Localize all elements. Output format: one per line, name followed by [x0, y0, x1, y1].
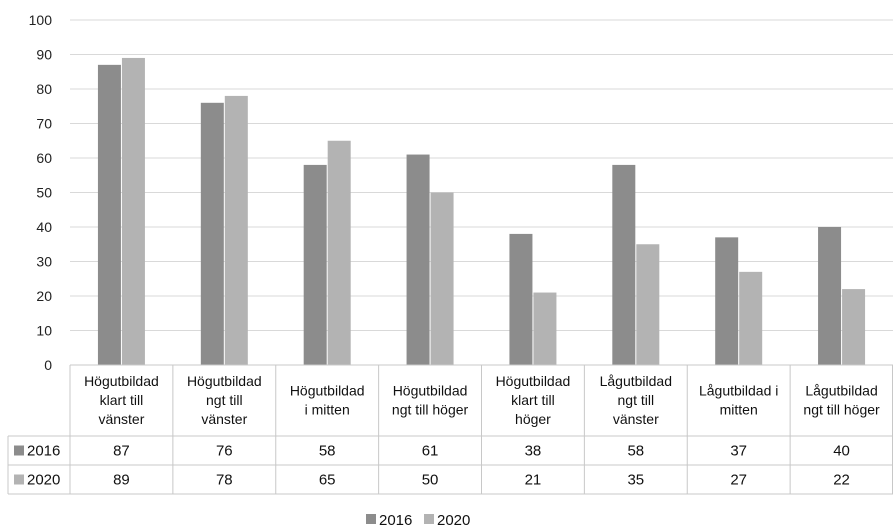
category-label: ngt till	[206, 392, 243, 408]
bar-2020	[636, 244, 660, 365]
bar-2020	[739, 271, 763, 365]
legend-swatch	[424, 514, 434, 524]
category-label: Högutbildad	[496, 373, 571, 389]
category-label: Högutbildad	[393, 383, 468, 399]
y-tick-label: 80	[36, 81, 52, 97]
category-label: vänster	[98, 411, 144, 427]
table-value: 27	[730, 472, 747, 489]
table-value: 58	[627, 443, 644, 460]
bar-2016	[509, 233, 533, 365]
category-label: i mitten	[305, 402, 350, 418]
y-tick-label: 70	[36, 116, 52, 132]
table-value: 78	[216, 472, 233, 489]
y-tick-label: 60	[36, 150, 52, 166]
bar-2016	[200, 102, 224, 366]
bar-2016	[715, 237, 739, 365]
bar-2020	[327, 140, 351, 365]
y-tick-label: 90	[36, 47, 52, 63]
bar-2016	[818, 227, 842, 365]
bar-2016	[612, 164, 636, 365]
table-series-label: 2016	[27, 443, 60, 460]
table-legend-key	[14, 474, 24, 485]
table-value: 22	[833, 472, 850, 489]
table-value: 58	[319, 443, 336, 460]
bar-2020	[533, 292, 557, 365]
category-label: vänster	[201, 411, 247, 427]
y-tick-label: 10	[36, 323, 52, 339]
y-tick-label: 40	[36, 219, 52, 235]
category-label: Högutbildad	[84, 373, 159, 389]
table-legend-key	[14, 445, 24, 456]
bar-2020	[121, 57, 145, 365]
legend-label: 2016	[379, 512, 412, 529]
table-value: 87	[113, 443, 130, 460]
table-value: 38	[525, 443, 542, 460]
table-value: 21	[525, 472, 542, 489]
category-label: Högutbildad	[290, 383, 365, 399]
y-tick-label: 20	[36, 288, 52, 304]
table-value: 40	[833, 443, 850, 460]
table-value: 89	[113, 472, 130, 489]
y-tick-label: 0	[44, 357, 52, 373]
category-label: höger	[515, 411, 551, 427]
category-label: klart till	[100, 392, 144, 408]
bar-2016	[303, 164, 327, 365]
category-label: Lågutbildad	[805, 383, 877, 399]
y-tick-label: 100	[29, 12, 53, 28]
table-value: 37	[730, 443, 747, 460]
legend-swatch	[366, 514, 376, 524]
bar-2020	[430, 192, 454, 365]
category-label: mitten	[720, 402, 758, 418]
category-label: ngt till höger	[803, 402, 880, 418]
category-label: Lågutbildad i	[699, 383, 778, 399]
table-series-label: 2020	[27, 472, 60, 489]
bar-2016	[97, 64, 121, 365]
category-label: klart till	[511, 392, 555, 408]
bar-2020	[224, 95, 248, 366]
category-label: ngt till höger	[392, 402, 469, 418]
category-label: Högutbildad	[187, 373, 262, 389]
legend-label: 2020	[437, 512, 470, 529]
y-tick-label: 50	[36, 185, 52, 201]
category-label: ngt till	[618, 392, 655, 408]
table-value: 61	[422, 443, 439, 460]
bar-2016	[406, 154, 430, 365]
table-value: 35	[627, 472, 644, 489]
category-label: vänster	[613, 411, 659, 427]
table-value: 50	[422, 472, 439, 489]
y-tick-label: 30	[36, 254, 52, 270]
table-value: 76	[216, 443, 233, 460]
category-label: Lågutbildad	[600, 373, 672, 389]
table-value: 65	[319, 472, 336, 489]
bar-2020	[842, 289, 866, 365]
